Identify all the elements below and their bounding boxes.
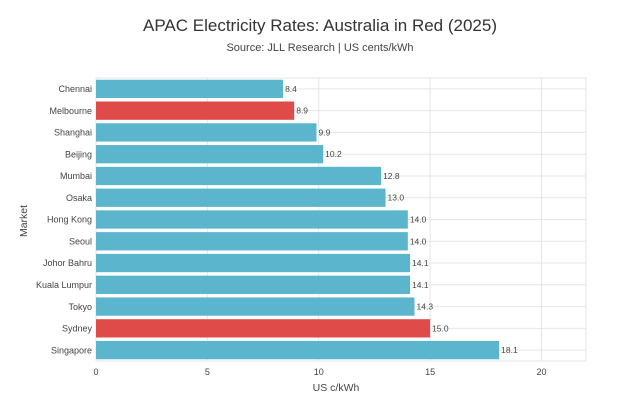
labels: 0 5 10 15 20 Chennai 8.4 Melbourne 8.9 Shanghai 9.…	[36, 84, 547, 377]
y-tick-label: Tokyo	[68, 302, 92, 312]
y-tick-label: Kuala Lumpur	[36, 280, 92, 290]
y-tick-label: Seoul	[69, 236, 92, 246]
y-tick-label: Shanghai	[54, 128, 92, 138]
y-axis-title: Market	[18, 205, 30, 237]
y-tick-label: Johor Bahru	[43, 258, 92, 268]
data-label: 14.1	[412, 258, 429, 268]
y-tick-label: Beijing	[65, 149, 92, 159]
bar-hong-kong	[96, 210, 408, 229]
bar-melbourne	[96, 101, 295, 120]
y-tick-label: Mumbai	[60, 171, 92, 181]
bar-osaka	[96, 188, 386, 207]
bar-shanghai	[96, 123, 317, 142]
data-label: 15.0	[432, 323, 449, 333]
data-label: 9.9	[319, 127, 331, 137]
y-tick-label: Melbourne	[49, 106, 92, 116]
bar-chennai	[96, 79, 284, 99]
chart-subtitle: Source: JLL Research | US cents/kWh	[226, 42, 414, 54]
chart-title: APAC Electricity Rates: Australia in Red…	[143, 16, 497, 35]
bars	[96, 79, 500, 360]
data-label: 14.3	[417, 302, 434, 312]
bar-seoul	[96, 232, 408, 251]
bar-mumbai	[96, 166, 382, 186]
bar-beijing	[96, 145, 324, 164]
x-tick-label: 20	[536, 367, 546, 377]
x-axis-title: US c/kWh	[313, 382, 360, 394]
y-tick-label: Sydney	[62, 324, 93, 334]
bar-johor-bahru	[96, 253, 411, 273]
y-tick-label: Chennai	[58, 84, 92, 94]
data-label: 18.1	[501, 345, 518, 355]
bar-singapore	[96, 340, 500, 360]
y-tick-label: Singapore	[51, 345, 92, 355]
data-label: 8.4	[285, 84, 297, 94]
data-label: 14.0	[410, 236, 427, 246]
bar-kuala-lumpur	[96, 275, 411, 294]
data-label: 12.8	[383, 171, 400, 181]
data-label: 8.9	[296, 106, 308, 116]
y-tick-label: Osaka	[66, 193, 92, 203]
x-tick-label: 10	[314, 367, 324, 377]
data-label: 13.0	[388, 193, 405, 203]
bar-sydney	[96, 319, 431, 338]
data-label: 14.1	[412, 280, 429, 290]
data-label: 10.2	[325, 149, 342, 159]
data-label: 14.0	[410, 215, 427, 225]
x-tick-label: 15	[425, 367, 435, 377]
y-tick-label: Hong Kong	[47, 215, 92, 225]
bar-tokyo	[96, 297, 415, 316]
x-tick-label: 0	[93, 367, 98, 377]
x-tick-label: 5	[205, 367, 210, 377]
